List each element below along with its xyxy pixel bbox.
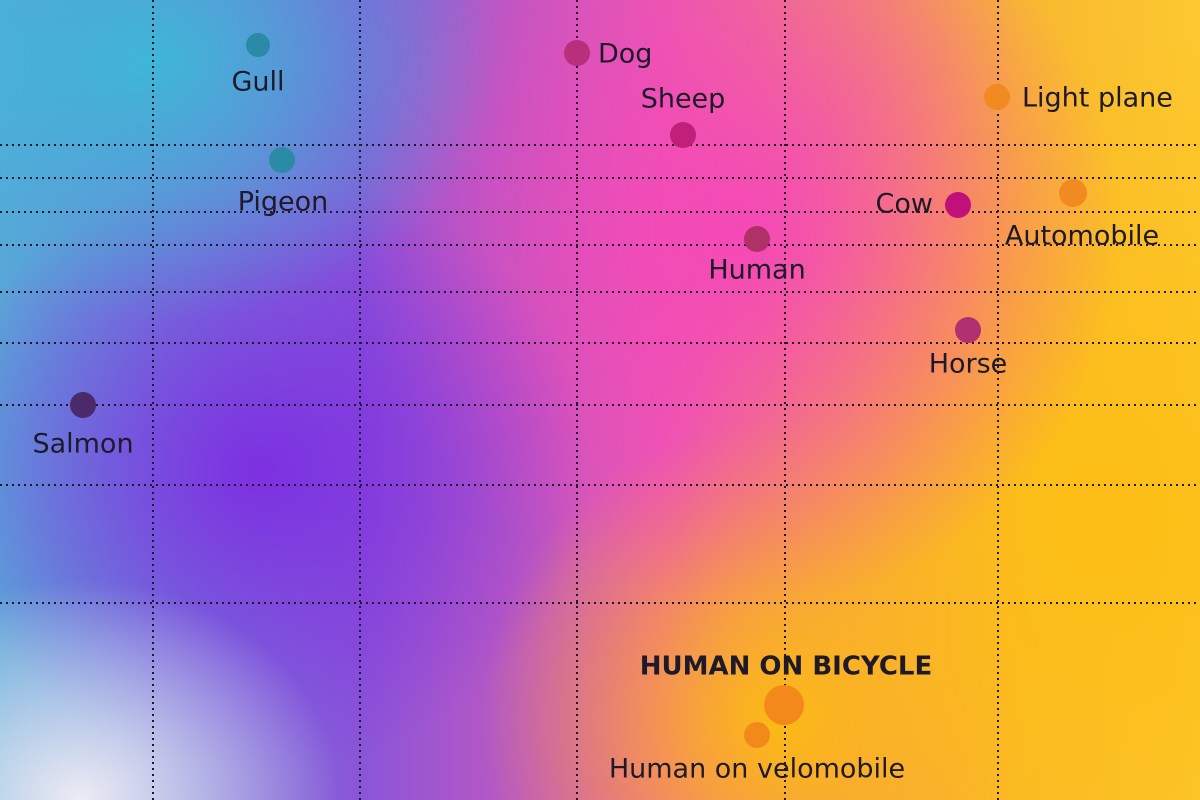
point-label: Salmon <box>32 429 133 460</box>
point-label: Dog <box>598 39 652 70</box>
point-dot <box>764 685 804 725</box>
point-dot <box>744 226 770 252</box>
point-dot <box>70 392 96 418</box>
point-dot <box>564 40 590 66</box>
point-label: Light plane <box>1022 83 1173 114</box>
point-dot <box>744 722 770 748</box>
point-label: Sheep <box>641 84 726 115</box>
point-dot <box>955 317 981 343</box>
point-label: Gull <box>231 67 284 98</box>
point-dot <box>246 33 270 57</box>
point-dot <box>670 122 696 148</box>
point-label: HUMAN ON BICYCLE <box>640 652 932 682</box>
point-dot <box>984 84 1010 110</box>
points: Gull Pigeon Dog Sheep Light plane Cow Automobi… <box>32 33 1173 785</box>
point-label: Horse <box>929 349 1008 380</box>
point-label: Cow <box>876 189 933 220</box>
point-dot <box>945 192 971 218</box>
point-dot <box>1059 179 1087 207</box>
point-dot <box>269 147 295 173</box>
point-label: Human <box>708 255 805 286</box>
point-label: Automobile <box>1005 221 1159 252</box>
point-label: Human on velomobile <box>609 754 905 785</box>
point-label: Pigeon <box>238 187 329 218</box>
